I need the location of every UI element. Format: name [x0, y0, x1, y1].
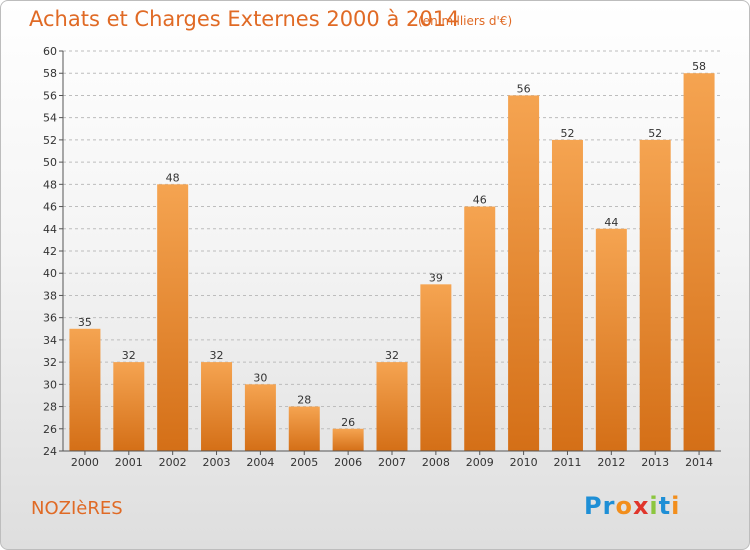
y-tick-label: 30: [43, 378, 57, 391]
logo-letter: o: [615, 492, 633, 520]
bar-2009: [464, 206, 496, 451]
y-tick-label: 52: [43, 134, 57, 147]
x-tick-label-2010: 2010: [510, 456, 538, 469]
value-label-2001: 32: [122, 349, 136, 362]
x-tick-label-2014: 2014: [685, 456, 713, 469]
chart-title: Achats et Charges Externes 2000 à 2014: [29, 7, 460, 31]
y-tick-label: 32: [43, 356, 57, 369]
x-tick-label-2004: 2004: [246, 456, 274, 469]
value-label-2006: 26: [341, 416, 355, 429]
bar-2000: [69, 328, 101, 451]
y-tick-label: 24: [43, 445, 57, 458]
bar-2012: [595, 228, 627, 451]
value-label-2004: 30: [253, 371, 267, 384]
logo-letter: i: [649, 492, 659, 520]
x-tick-label-2007: 2007: [378, 456, 406, 469]
x-tick-label-2000: 2000: [71, 456, 99, 469]
bars: [69, 73, 715, 452]
axes: [62, 51, 721, 452]
y-tick-label: 26: [43, 423, 57, 436]
bar-2004: [244, 384, 276, 451]
logo-letter: t: [658, 492, 672, 520]
bar-2007: [376, 362, 408, 451]
x-tick-label-2012: 2012: [597, 456, 625, 469]
y-tick-label: 54: [43, 112, 57, 125]
x-tick-label-2008: 2008: [422, 456, 450, 469]
x-tick-label-2006: 2006: [334, 456, 362, 469]
logo-letter: i: [671, 492, 681, 520]
y-tick-label: 56: [43, 89, 57, 102]
value-label-2014: 58: [692, 60, 706, 73]
logo-letter: r: [602, 492, 616, 520]
chart-subtitle: (en milliers d'€): [418, 14, 513, 28]
y-tick-label: 38: [43, 289, 57, 302]
y-tick-label: 34: [43, 334, 57, 347]
value-label-2009: 46: [473, 194, 487, 207]
y-tick-label: 50: [43, 156, 57, 169]
value-label-2008: 39: [429, 271, 443, 284]
y-tick-label: 36: [43, 312, 57, 325]
bar-2003: [201, 362, 233, 451]
bar-2002: [157, 184, 189, 452]
x-tick-label-2001: 2001: [115, 456, 143, 469]
bar-2014: [683, 73, 715, 451]
value-label-2002: 48: [166, 171, 180, 184]
x-tick-label-2011: 2011: [553, 456, 581, 469]
x-tick-label-2009: 2009: [466, 456, 494, 469]
x-axis-ticks: 2000 2001 2002 2003 2004 2005 2006 2007 2008 2009…: [71, 451, 713, 469]
value-label-2007: 32: [385, 349, 399, 362]
y-tick-label: 60: [43, 45, 57, 58]
value-label-2011: 52: [560, 127, 574, 140]
commune-name: NOZIèRES: [31, 498, 123, 519]
logo-letter: x: [632, 492, 650, 520]
proxiti-logo: Proxiti: [584, 492, 680, 520]
bar-2005: [288, 406, 320, 451]
bar-2013: [639, 139, 671, 451]
bar-2001: [113, 362, 145, 451]
y-tick-label: 40: [43, 267, 57, 280]
value-label-2013: 52: [648, 127, 662, 140]
bar-2010: [508, 95, 540, 451]
bar-2006: [332, 428, 364, 451]
y-tick-label: 44: [43, 223, 57, 236]
x-tick-label-2005: 2005: [290, 456, 318, 469]
value-label-2000: 35: [78, 316, 92, 329]
bar-2008: [420, 284, 452, 451]
value-label-2010: 56: [517, 82, 531, 95]
x-tick-label-2003: 2003: [203, 456, 231, 469]
x-tick-label-2002: 2002: [159, 456, 187, 469]
y-tick-label: 42: [43, 245, 57, 258]
bar-2011: [551, 139, 583, 451]
y-tick-label: 46: [43, 201, 57, 214]
value-label-2003: 32: [210, 349, 224, 362]
y-axis-ticks: 24 26 28 30 32 34 36 38 40 42 44 46 48 50 52 54 56 58 60: [43, 45, 63, 458]
value-label-2012: 44: [604, 216, 618, 229]
x-tick-label-2013: 2013: [641, 456, 669, 469]
value-label-2005: 28: [297, 394, 311, 407]
y-tick-label: 48: [43, 178, 57, 191]
y-tick-label: 58: [43, 67, 57, 80]
logo-letter: P: [584, 492, 603, 520]
value-labels: 35 32 48 32 30 28 26 32 39 46 56 52 44 52 58: [78, 60, 706, 429]
y-tick-label: 28: [43, 401, 57, 414]
